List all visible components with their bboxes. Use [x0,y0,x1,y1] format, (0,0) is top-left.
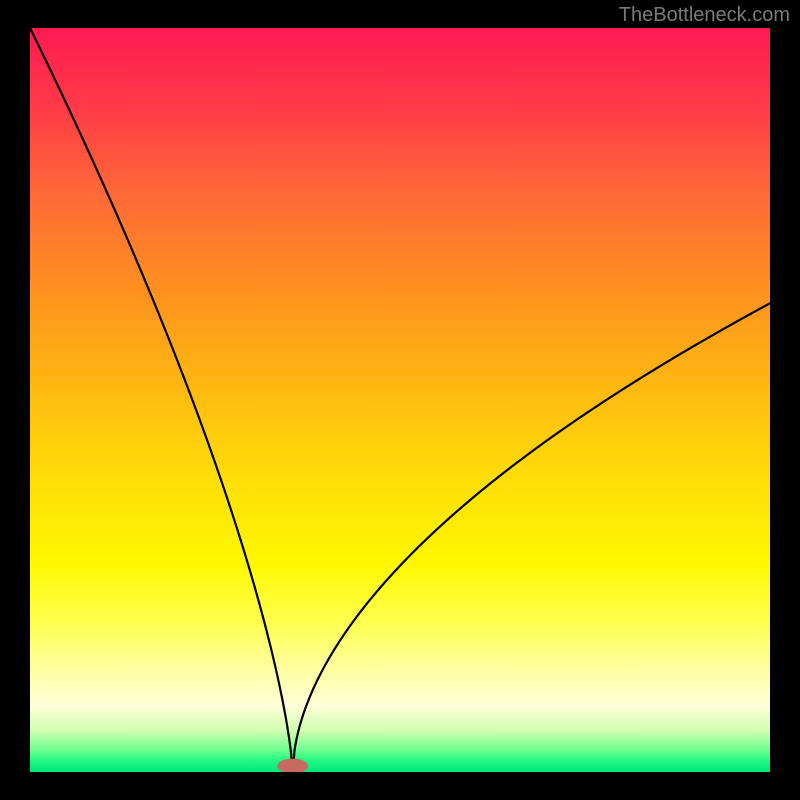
plot-area [30,28,770,772]
chart-svg [30,28,770,772]
chart-container: TheBottleneck.com [0,0,800,800]
watermark-text: TheBottleneck.com [619,4,790,27]
gradient-background [30,28,770,772]
